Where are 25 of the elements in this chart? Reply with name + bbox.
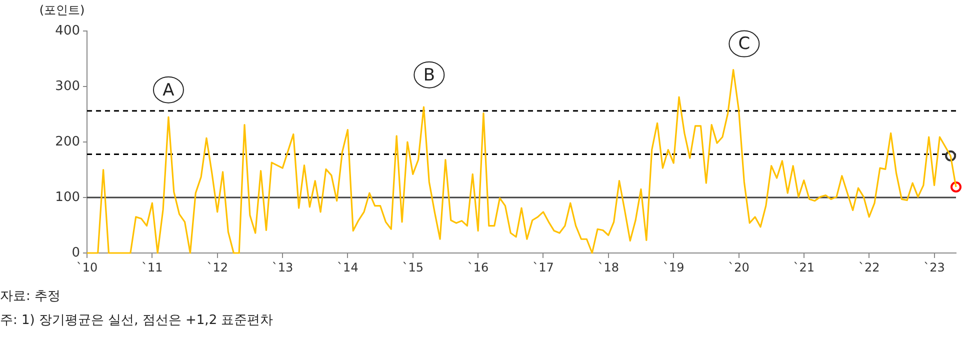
- y-tick-label: 400: [55, 23, 80, 38]
- y-axis-title: (포인트): [39, 3, 85, 18]
- x-tick-label: `15: [402, 260, 424, 274]
- annotation: C: [738, 34, 750, 54]
- x-tick-label: `23: [924, 260, 945, 274]
- x-tick-label: `19: [662, 260, 684, 274]
- x-tick-label: `14: [337, 260, 358, 274]
- x-tick-label: `10: [76, 260, 98, 274]
- x-tick-label: `16: [467, 260, 489, 274]
- y-tick-label: 200: [55, 134, 80, 150]
- annotation: A: [162, 80, 175, 100]
- x-tick-label: `20: [728, 260, 750, 274]
- y-tick-label: 300: [55, 78, 80, 94]
- x-tick-label: `12: [206, 260, 228, 274]
- annotation: B: [423, 65, 436, 86]
- text: 자료: 추정: [0, 288, 62, 306]
- x-tick-label: `17: [532, 260, 554, 274]
- x-tick-label: `22: [858, 260, 880, 274]
- y-tick-label: 0: [72, 245, 80, 260]
- x-tick-label: `18: [598, 260, 620, 274]
- text: 주: 1) 장기평균은 실선, 점선은 +1,2 표준편차: [0, 312, 274, 330]
- y-tick-label: 100: [55, 190, 80, 205]
- x-tick-label: `11: [142, 260, 163, 274]
- x-tick-label: `13: [272, 260, 294, 274]
- x-tick-label: `21: [793, 260, 815, 274]
